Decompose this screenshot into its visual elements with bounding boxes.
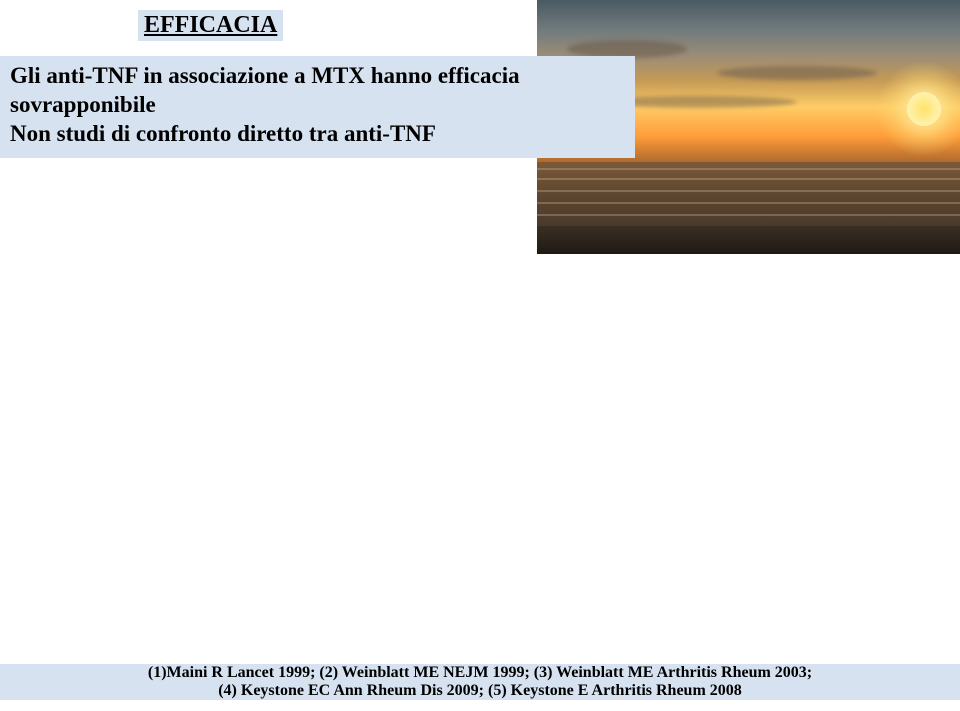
citation: (1)Maini R Lancet 1999; (2) Weinblatt ME… xyxy=(0,664,960,700)
citation-line: (1)Maini R Lancet 1999; (2) Weinblatt ME… xyxy=(0,664,960,682)
wave xyxy=(537,168,960,170)
sea xyxy=(537,162,960,226)
citation-line: (4) Keystone EC Ann Rheum Dis 2009; (5) … xyxy=(0,682,960,700)
body-line: Gli anti-TNF in associazione a MTX hanno… xyxy=(10,62,625,120)
slide: EFFICACIA Gli anti-TNF in associazione a… xyxy=(0,0,960,711)
sun xyxy=(907,92,941,126)
beach xyxy=(537,226,960,254)
body-line: Non studi di confronto diretto tra anti-… xyxy=(10,120,625,149)
wave xyxy=(537,190,960,192)
body-text: Gli anti-TNF in associazione a MTX hanno… xyxy=(0,56,635,158)
section-title-text: EFFICACIA xyxy=(144,12,277,38)
wave xyxy=(537,178,960,180)
wave xyxy=(537,214,960,216)
cloud xyxy=(717,66,877,80)
section-title: EFFICACIA xyxy=(138,10,283,41)
wave xyxy=(537,202,960,204)
